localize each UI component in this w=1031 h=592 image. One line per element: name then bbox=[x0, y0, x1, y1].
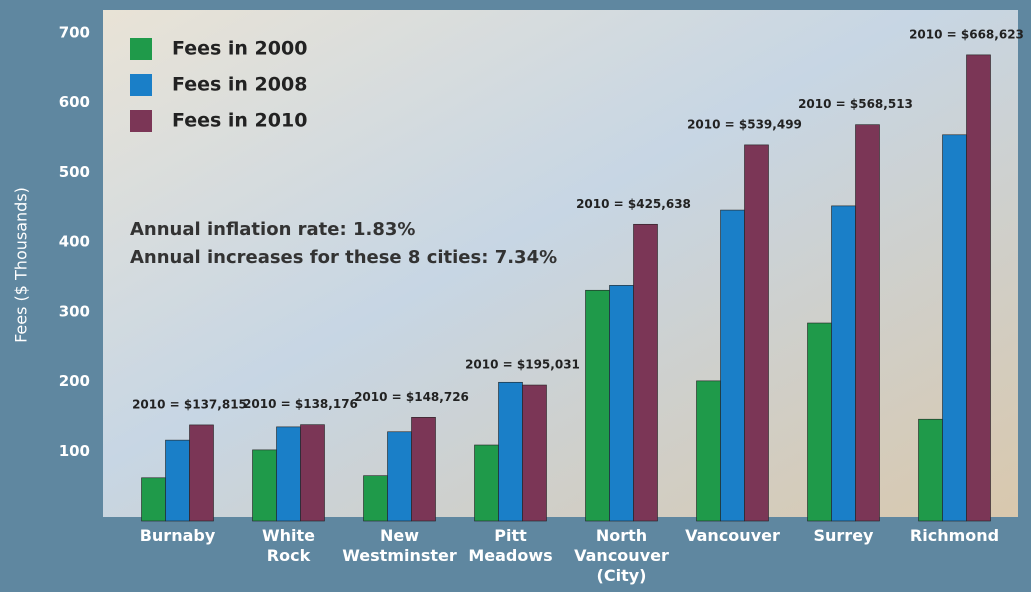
value-label: 2010 = $568,513 bbox=[798, 97, 913, 111]
legend-swatch bbox=[130, 110, 152, 132]
bar bbox=[745, 145, 769, 521]
y-tick-label: 100 bbox=[59, 442, 90, 460]
bar bbox=[475, 445, 499, 521]
y-tick-label: 400 bbox=[59, 233, 90, 251]
bar bbox=[277, 427, 301, 521]
bar bbox=[697, 381, 721, 521]
annotation: Annual inflation rate: 1.83% bbox=[130, 219, 415, 240]
bar bbox=[301, 425, 325, 521]
legend-swatch bbox=[130, 38, 152, 60]
y-tick-label: 700 bbox=[59, 24, 90, 42]
bar bbox=[610, 285, 634, 521]
legend-label: Fees in 2000 bbox=[172, 38, 307, 60]
bar bbox=[808, 323, 832, 521]
bar bbox=[499, 382, 523, 521]
bar bbox=[856, 125, 880, 521]
legend-label: Fees in 2010 bbox=[172, 110, 307, 132]
value-label: 2010 = $668,623 bbox=[909, 27, 1024, 41]
bar bbox=[388, 432, 412, 521]
bar bbox=[142, 478, 166, 521]
bar bbox=[967, 55, 991, 521]
x-tick-label: Richmond bbox=[910, 526, 999, 545]
bar bbox=[634, 224, 658, 521]
bar bbox=[166, 440, 190, 521]
bar bbox=[721, 210, 745, 521]
bar bbox=[190, 425, 214, 521]
bar bbox=[832, 206, 856, 521]
y-tick-label: 300 bbox=[59, 302, 90, 320]
value-label: 2010 = $148,726 bbox=[354, 390, 469, 404]
bar bbox=[412, 417, 436, 521]
value-label: 2010 = $539,499 bbox=[687, 117, 802, 131]
annotation: Annual increases for these 8 cities: 7.3… bbox=[130, 247, 557, 268]
legend-swatch bbox=[130, 74, 152, 96]
value-label: 2010 = $137,815 bbox=[132, 397, 247, 411]
bar bbox=[253, 450, 277, 521]
bar bbox=[943, 135, 967, 521]
y-tick-label: 600 bbox=[59, 93, 90, 111]
x-tick-label: Burnaby bbox=[140, 526, 216, 545]
value-label: 2010 = $138,176 bbox=[243, 397, 358, 411]
value-label: 2010 = $195,031 bbox=[465, 358, 580, 372]
bar bbox=[523, 385, 547, 521]
x-tick-label: Vancouver bbox=[685, 526, 780, 545]
legend-label: Fees in 2008 bbox=[172, 74, 307, 96]
y-tick-label: 200 bbox=[59, 372, 90, 390]
bar bbox=[586, 290, 610, 521]
value-label: 2010 = $425,638 bbox=[576, 197, 691, 211]
chart: Fees ($ Thousands) Annual inflation rate… bbox=[0, 0, 1031, 592]
bar bbox=[364, 476, 388, 521]
bar bbox=[919, 419, 943, 521]
x-tick-label: Surrey bbox=[814, 526, 875, 545]
y-axis-title: Fees ($ Thousands) bbox=[12, 187, 31, 343]
y-tick-label: 500 bbox=[59, 163, 90, 181]
